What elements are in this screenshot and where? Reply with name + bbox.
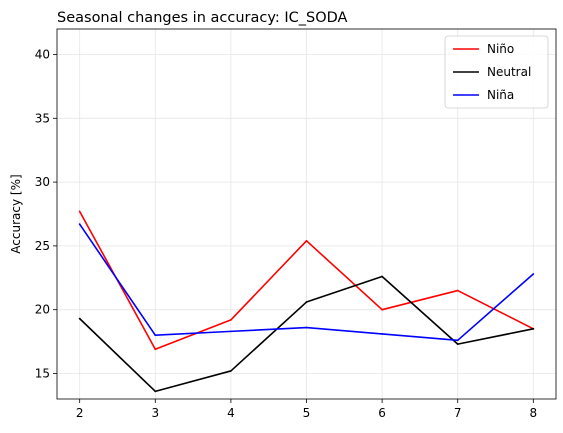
x-tick-label: 4: [227, 406, 235, 420]
data-point: [381, 333, 384, 335]
data-point: [229, 370, 232, 372]
legend-label: Niño: [487, 42, 514, 56]
data-point: [154, 348, 157, 351]
y-tick-label: 35: [35, 111, 50, 125]
x-tick-label: 3: [151, 406, 159, 420]
data-point: [456, 289, 459, 292]
data-point: [456, 343, 459, 346]
legend: Niño Neutral Niña: [444, 35, 549, 109]
y-axis: 15 20 25 30 35 40: [35, 48, 57, 380]
data-point: [305, 239, 308, 242]
data-point: [154, 334, 157, 337]
data-point: [532, 273, 535, 275]
x-tick-label: 6: [378, 406, 386, 420]
series-lines: [78, 210, 535, 393]
x-tick-label: 7: [454, 406, 462, 420]
data-point: [229, 330, 232, 333]
data-point: [78, 210, 81, 213]
data-point: [154, 390, 157, 393]
data-point: [305, 301, 308, 303]
legend-box: [444, 35, 549, 109]
y-axis-label: Accuracy [%]: [9, 174, 23, 253]
x-tick-label: 5: [303, 406, 311, 420]
x-axis: 2 3 4 5 6 7 8: [76, 399, 537, 420]
x-tick-label: 8: [529, 406, 537, 420]
y-tick-label: 15: [35, 366, 50, 380]
data-point: [305, 326, 308, 329]
y-tick-label: 30: [35, 175, 50, 189]
data-point: [381, 275, 384, 278]
y-tick-label: 40: [35, 48, 50, 62]
legend-label: Neutral: [487, 65, 531, 79]
data-point: [456, 339, 459, 342]
legend-label: Niña: [487, 88, 514, 102]
y-tick-label: 25: [35, 239, 50, 253]
data-point: [381, 308, 384, 311]
y-tick-label: 20: [35, 303, 50, 317]
data-point: [78, 223, 81, 226]
x-tick-label: 2: [76, 406, 84, 420]
chart-title: Seasonal changes in accuracy: IC_SODA: [57, 10, 348, 26]
data-point: [532, 327, 535, 330]
data-point: [78, 317, 81, 320]
data-point: [229, 318, 232, 321]
